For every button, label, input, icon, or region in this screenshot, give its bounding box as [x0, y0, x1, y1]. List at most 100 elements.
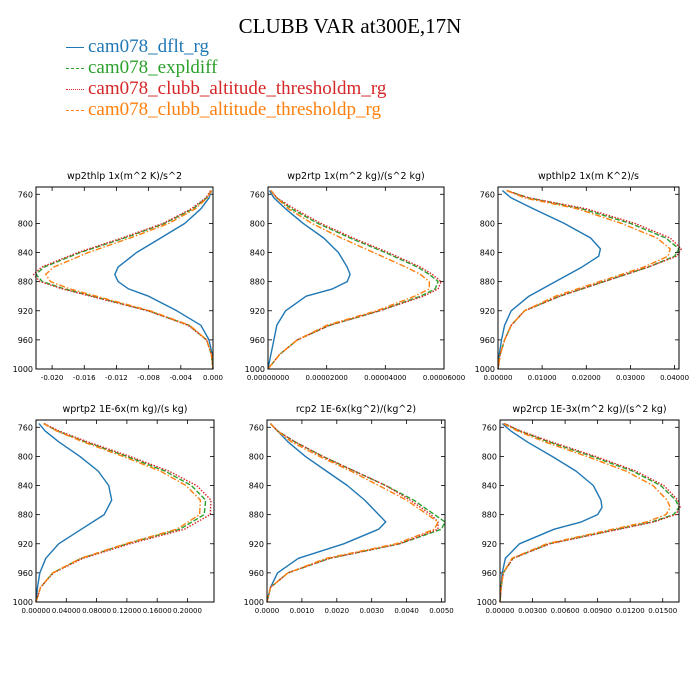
y-tick-label: 920 [249, 540, 264, 549]
x-tick-label: 0.01500 [648, 607, 677, 615]
y-tick-label: 840 [250, 249, 265, 258]
x-tick-label: -0.012 [105, 374, 128, 382]
y-tick-label: 760 [480, 190, 495, 199]
series-line-2 [497, 189, 680, 370]
y-tick-label: 800 [480, 219, 495, 228]
x-tick-label: 0.00002000 [306, 374, 348, 382]
y-tick-label: 880 [250, 278, 265, 287]
y-tick-label: 1000 [13, 598, 33, 607]
y-tick-label: 800 [18, 452, 33, 461]
series-line-2 [266, 423, 446, 603]
x-tick-label: 0.03000 [616, 374, 645, 382]
y-tick-label: 920 [18, 307, 33, 316]
y-tick-label: 1000 [244, 598, 264, 607]
y-tick-label: 840 [480, 249, 495, 258]
plot-frame [499, 419, 680, 603]
series-line-4 [499, 422, 671, 603]
y-tick-label: 840 [18, 249, 33, 258]
x-tick-label: 0.08000 [82, 607, 111, 615]
legend-label: cam078_expldiff [88, 57, 218, 78]
x-tick-label: -0.004 [170, 374, 193, 382]
x-tick-label: 0.0050 [429, 607, 454, 615]
series-line-2 [499, 422, 680, 603]
y-tick-label: 760 [18, 190, 33, 199]
series-line-4 [266, 423, 439, 603]
series-line-2 [35, 422, 207, 603]
y-tick-label: 840 [18, 482, 33, 491]
series-line-1 [114, 190, 214, 370]
series-line-1 [266, 423, 387, 603]
y-tick-label: 960 [18, 336, 33, 345]
plot-frame [267, 186, 445, 370]
chart-panel: wp2rtp 1x(m^2 kg)/(s^2 kg) 760 800 840 880 92… [245, 171, 466, 382]
series-line-4 [35, 422, 202, 603]
legend-swatch-thresholdm [66, 89, 84, 90]
y-tick-label: 800 [249, 452, 264, 461]
series-line-3 [35, 422, 212, 603]
y-tick-label: 880 [482, 511, 497, 520]
y-tick-label: 960 [250, 336, 265, 345]
legend: cam078_dflt_rg cam078_expldiff cam078_cl… [66, 36, 386, 120]
legend-item: cam078_expldiff [66, 57, 386, 78]
y-tick-label: 800 [18, 219, 33, 228]
y-tick-label: 960 [249, 569, 264, 578]
panel-title: wp2rtp 1x(m^2 kg)/(s^2 kg) [287, 171, 425, 182]
x-tick-label: 0.00000 [484, 374, 513, 382]
y-tick-label: 880 [480, 278, 495, 287]
series-line-4 [497, 189, 671, 370]
chart-panel: wprtp2 1E-6x(m kg)/(s kg) 760 800 840 880 920… [13, 404, 215, 615]
panel-title: wp2rcp 1E-3x(m^2 kg)/(s^2 kg) [512, 404, 666, 415]
y-tick-label: 840 [482, 482, 497, 491]
chart-panel: wp2thlp 1x(m^2 K)/s^2 760 800 840 880 920 960 1… [13, 171, 223, 382]
legend-item: cam078_dflt_rg [66, 36, 386, 57]
y-tick-label: 960 [482, 569, 497, 578]
x-tick-label: 0.00600 [551, 607, 580, 615]
panel-title: rcp2 1E-6x(kg^2)/(kg^2) [296, 404, 416, 415]
series-line-3 [32, 190, 214, 370]
x-tick-label: 0.00900 [583, 607, 612, 615]
y-tick-label: 960 [18, 569, 33, 578]
y-tick-label: 840 [249, 482, 264, 491]
panel-title: wprtp2 1E-6x(m kg)/(s kg) [63, 404, 188, 415]
x-tick-label: 0.00004000 [364, 374, 406, 382]
x-tick-label: -0.016 [73, 374, 96, 382]
y-tick-label: 1000 [245, 365, 265, 374]
y-tick-label: 880 [18, 278, 33, 287]
series-line-3 [267, 190, 442, 370]
series-line-1 [267, 190, 351, 370]
plot-frame [497, 186, 680, 370]
x-tick-label: 0.04000 [660, 374, 689, 382]
y-tick-label: 760 [250, 190, 265, 199]
y-tick-label: 800 [250, 219, 265, 228]
x-tick-label: 0.01000 [528, 374, 557, 382]
y-tick-label: 1000 [477, 598, 497, 607]
series-line-3 [266, 423, 439, 603]
chart-panel: wp2rcp 1E-3x(m^2 kg)/(s^2 kg) 760 800 840 88… [477, 404, 681, 615]
x-tick-label: -0.020 [41, 374, 64, 382]
x-tick-label: 0.00300 [518, 607, 547, 615]
plot-frame [266, 419, 446, 603]
x-tick-label: 0.20000 [173, 607, 202, 615]
y-tick-label: 760 [18, 423, 33, 432]
x-tick-label: -0.008 [137, 374, 160, 382]
y-tick-label: 880 [249, 511, 264, 520]
legend-label: cam078_dflt_rg [88, 36, 210, 57]
x-tick-label: 0.00006000 [423, 374, 465, 382]
x-tick-label: 0.000 [203, 374, 223, 382]
legend-item: cam078_clubb_altitude_thresholdp_rg [66, 99, 386, 120]
x-tick-label: 0.0040 [394, 607, 419, 615]
y-tick-label: 1000 [13, 365, 33, 374]
series-line-4 [45, 190, 214, 370]
x-tick-label: 0.0010 [290, 607, 315, 615]
panel-title: wpthlp2 1x(m K^2)/s [538, 171, 639, 182]
x-tick-label: 0.00000 [486, 607, 515, 615]
plot-frame [35, 419, 215, 603]
x-tick-label: 0.01200 [616, 607, 645, 615]
panel-title: wp2thlp 1x(m^2 K)/s^2 [67, 171, 182, 182]
x-tick-label: 0.00000000 [247, 374, 289, 382]
y-tick-label: 1000 [475, 365, 495, 374]
x-tick-label: 0.04000 [52, 607, 81, 615]
chart-panel: rcp2 1E-6x(kg^2)/(kg^2) 760 800 840 880 920 96… [244, 404, 454, 615]
legend-swatch-expldiff [66, 68, 84, 69]
